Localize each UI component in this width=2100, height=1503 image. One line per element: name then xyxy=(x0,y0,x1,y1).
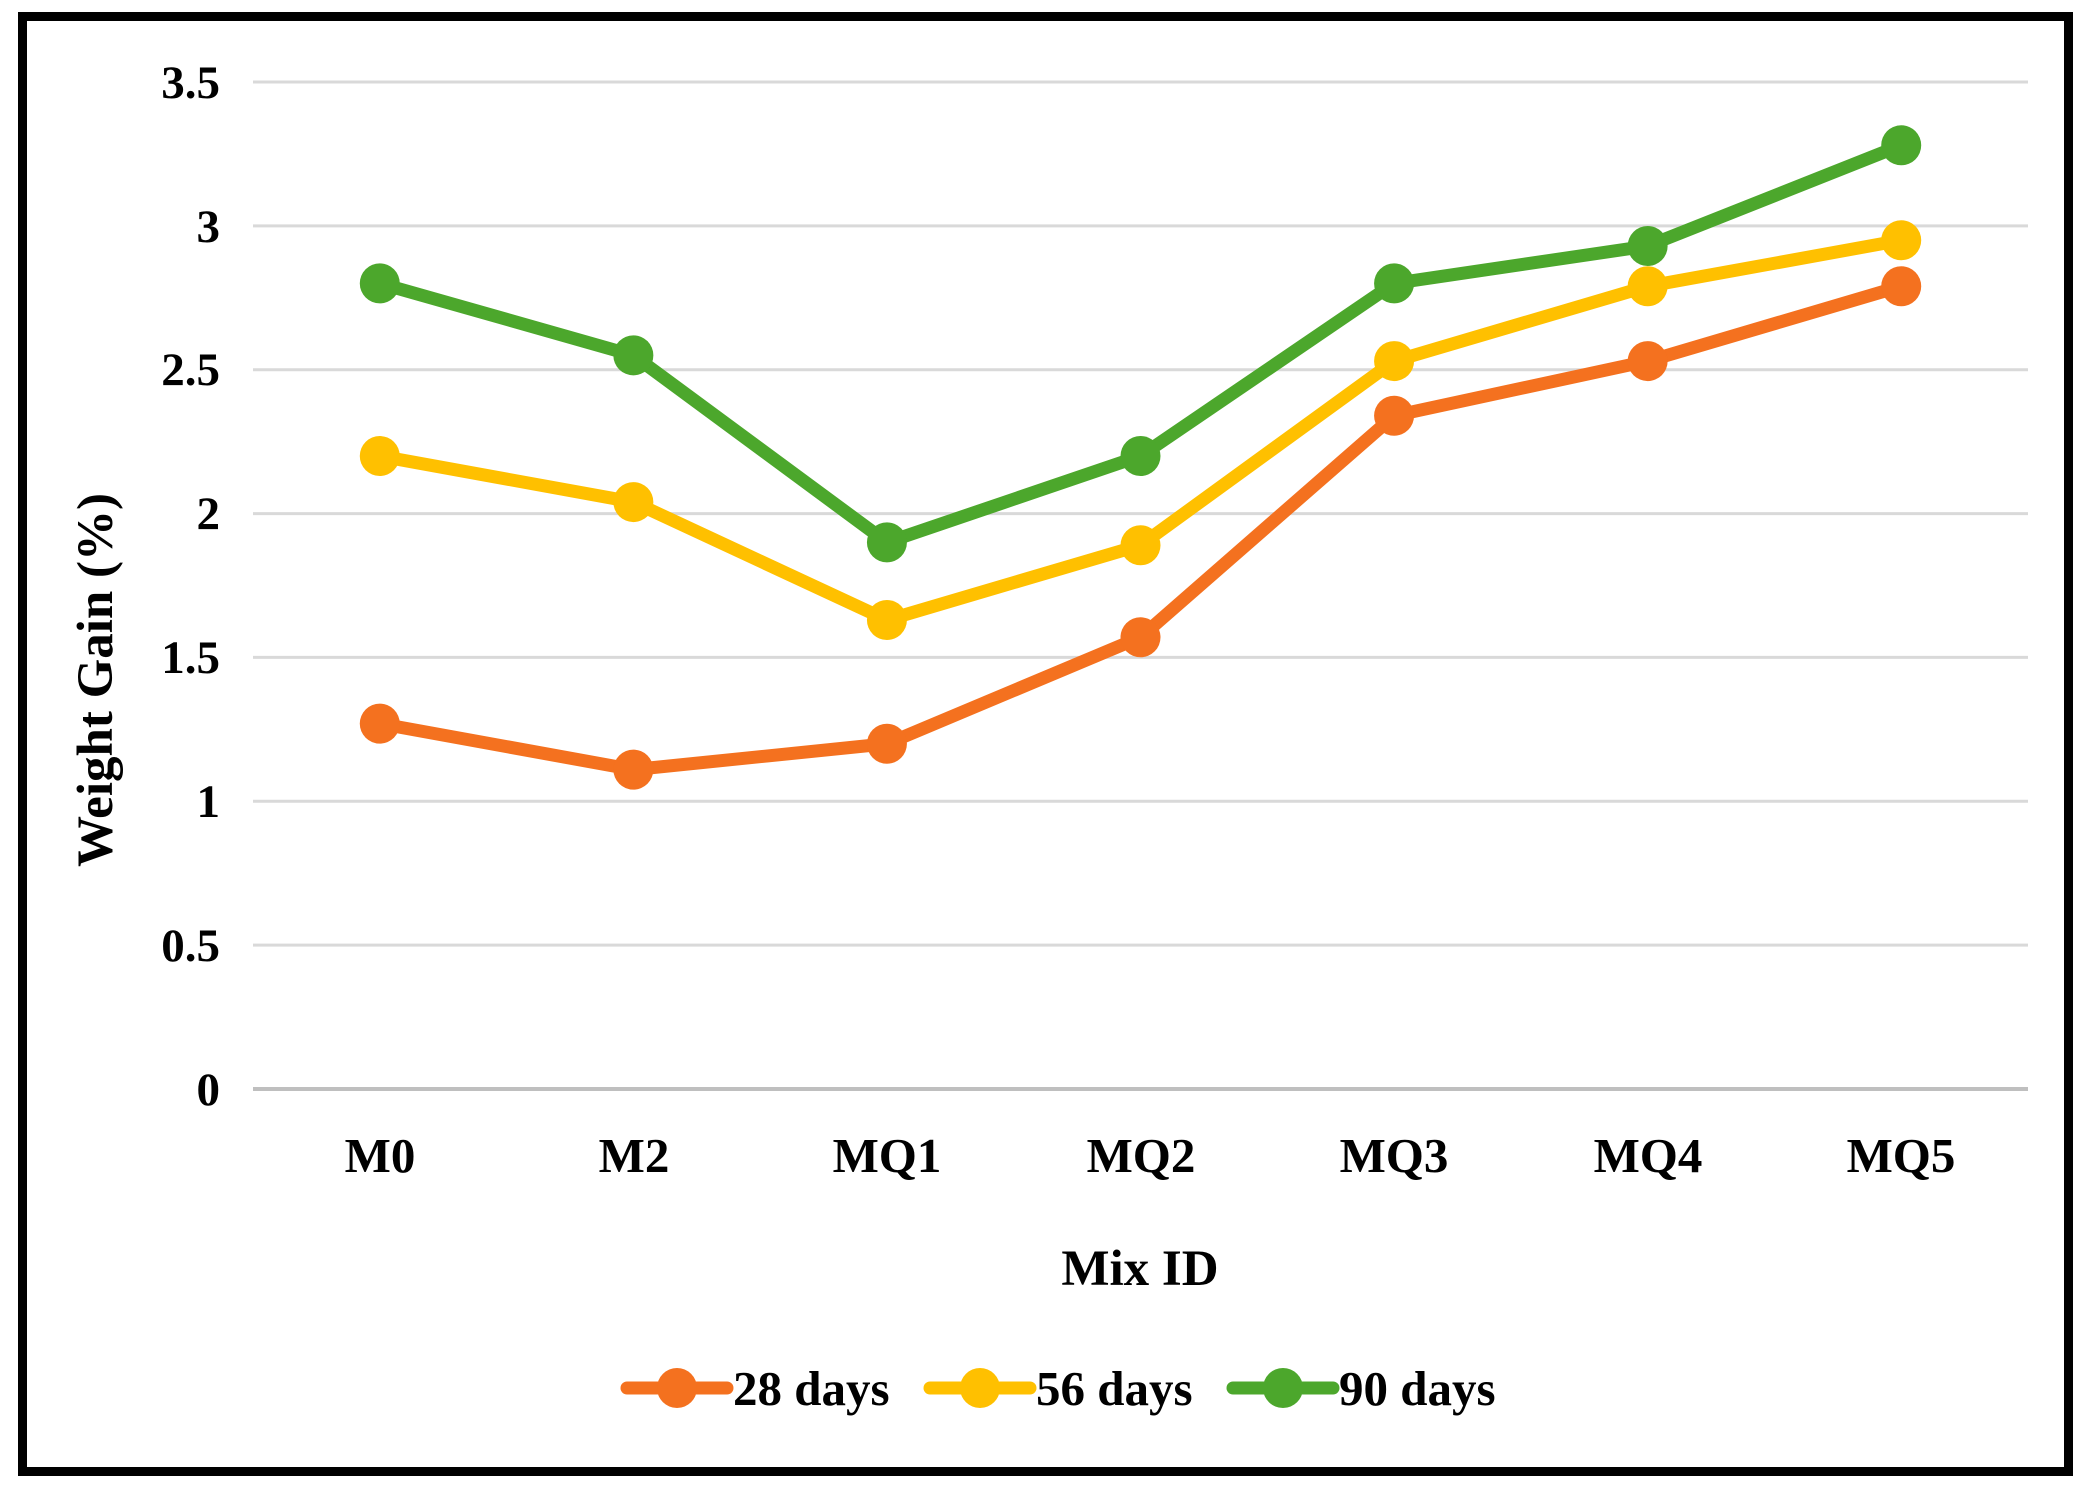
data-point-28-days-mq5 xyxy=(1881,266,1922,307)
data-point-90-days-mq1 xyxy=(866,522,907,563)
legend-label-90-days: 90 days xyxy=(1339,1361,1496,1416)
legend-marker-dot-28-days xyxy=(657,1368,697,1408)
series-group xyxy=(359,125,1922,790)
data-point-90-days-m2 xyxy=(613,335,654,376)
data-point-28-days-mq1 xyxy=(866,723,907,764)
data-point-56-days-mq1 xyxy=(866,600,907,641)
x-tick-mq1: MQ1 xyxy=(833,1128,942,1183)
y-axis-tick-labels: 0 0.5 1 1.5 2 2.5 3 3.5 xyxy=(161,57,220,1116)
x-tick-m0: M0 xyxy=(345,1128,416,1183)
data-point-56-days-mq2 xyxy=(1120,525,1161,566)
y-tick-2.5: 2.5 xyxy=(161,344,220,396)
legend-label-56-days: 56 days xyxy=(1036,1361,1193,1416)
legend-item-90-days: 90 days xyxy=(1226,1361,1496,1416)
data-point-28-days-mq3 xyxy=(1374,395,1415,436)
y-tick-1: 1 xyxy=(197,776,221,828)
data-point-90-days-mq4 xyxy=(1627,225,1668,266)
legend-item-56-days: 56 days xyxy=(923,1361,1193,1416)
y-tick-3.5: 3.5 xyxy=(161,57,220,109)
data-point-90-days-m0 xyxy=(359,263,400,304)
x-tick-m2: M2 xyxy=(599,1128,670,1183)
legend-label-28-days: 28 days xyxy=(733,1361,890,1416)
y-tick-0.5: 0.5 xyxy=(161,920,220,972)
data-point-90-days-mq3 xyxy=(1374,263,1415,304)
y-tick-0: 0 xyxy=(197,1064,221,1116)
y-tick-2: 2 xyxy=(197,488,221,540)
data-point-28-days-m2 xyxy=(613,749,654,790)
data-point-56-days-m0 xyxy=(359,436,400,477)
x-tick-mq4: MQ4 xyxy=(1594,1128,1703,1183)
y-tick-3: 3 xyxy=(197,201,221,253)
data-point-56-days-mq3 xyxy=(1374,341,1415,382)
data-point-28-days-mq4 xyxy=(1627,341,1668,382)
series-line-90-days xyxy=(373,138,1908,549)
x-axis-tick-labels: M0 M2 MQ1 MQ2 MQ3 MQ4 MQ5 xyxy=(345,1128,1956,1183)
x-tick-mq2: MQ2 xyxy=(1087,1128,1196,1183)
data-point-56-days-mq4 xyxy=(1627,266,1668,307)
legend-item-28-days: 28 days xyxy=(620,1361,890,1416)
data-point-90-days-mq2 xyxy=(1120,436,1161,477)
series-28-days xyxy=(359,266,1922,790)
data-point-28-days-m0 xyxy=(359,703,400,744)
x-tick-mq5: MQ5 xyxy=(1847,1128,1956,1183)
y-tick-1.5: 1.5 xyxy=(161,632,220,684)
x-axis-title: Mix ID xyxy=(1061,1241,1218,1297)
legend-marker-dot-56-days xyxy=(960,1368,1000,1408)
data-point-56-days-m2 xyxy=(613,482,654,523)
x-tick-mq3: MQ3 xyxy=(1340,1128,1449,1183)
legend-marker-dot-90-days xyxy=(1263,1368,1303,1408)
series-90-days xyxy=(359,125,1922,563)
y-axis-title: Weight Gain (%) xyxy=(68,493,124,867)
data-point-56-days-mq5 xyxy=(1881,220,1922,261)
data-point-28-days-mq2 xyxy=(1120,617,1161,658)
figure-border xyxy=(18,12,2073,1476)
gridlines xyxy=(253,80,2028,1091)
legend: 28 days 56 days 90 days xyxy=(620,1361,1496,1416)
series-56-days xyxy=(359,220,1922,641)
data-point-90-days-mq5 xyxy=(1881,125,1922,166)
